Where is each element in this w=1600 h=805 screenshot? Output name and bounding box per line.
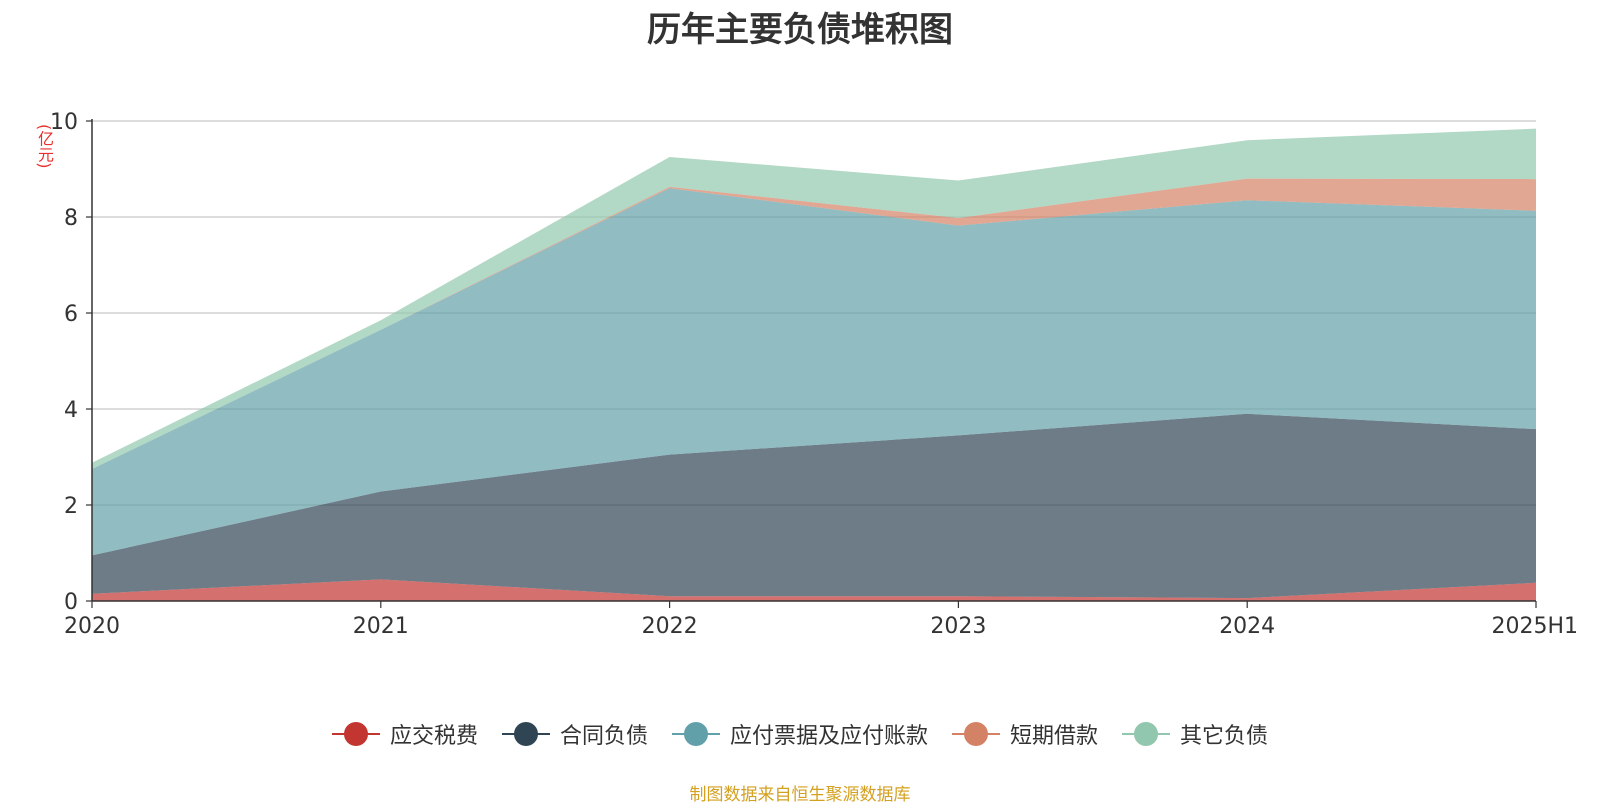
legend-label: 其它负债: [1180, 724, 1269, 749]
x-tick-label: 2021: [353, 614, 409, 639]
source-note: 制图数据来自恒生聚源数据库: [689, 785, 911, 805]
legend-marker-icon: [331, 722, 380, 746]
y-tick-label: 4: [64, 398, 78, 423]
area-series-4: [92, 128, 1536, 469]
legend-item[interactable]: 应付票据及应付账款: [671, 718, 928, 750]
legend-marker-icon: [1122, 722, 1171, 746]
area-series: [92, 128, 1536, 601]
legend-item[interactable]: 合同负债: [501, 718, 648, 750]
legend-marker-icon: [952, 722, 1000, 746]
legend-label: 短期借款: [1010, 724, 1099, 749]
legend-label: 合同负债: [559, 724, 648, 749]
x-tick-label: 2025H1: [1491, 614, 1578, 639]
y-tick-label: 6: [64, 302, 78, 327]
axes: 0 2 4 6 8 10 2020 2021 2022 2023 2024 2025H1: [50, 110, 1578, 639]
legend-item[interactable]: 应交税费: [331, 718, 478, 750]
x-tick-label: 2022: [642, 614, 698, 639]
chart-title: 历年主要负债堆积图: [647, 10, 953, 50]
y-tick-label: 10: [50, 110, 78, 135]
area-series-2: [92, 188, 1536, 556]
legend-marker-icon: [671, 722, 720, 746]
legend: 应交税费 合同负债 应付票据及应付账款 短期借款 其它负债: [0, 718, 1600, 750]
area-series-1: [92, 413, 1536, 599]
y-tick-label: 2: [64, 494, 78, 519]
stacked-area-chart: 0 2 4 6 8 10 2020 2021 2022 2023 2024 2025H1: [50, 110, 1578, 639]
x-tick-label: 2023: [930, 614, 986, 639]
x-tick-label: 2020: [64, 614, 120, 639]
legend-label: 应付票据及应付账款: [729, 724, 928, 749]
legend-label: 应交税费: [389, 724, 478, 749]
legend-item[interactable]: 短期借款: [952, 718, 1098, 750]
y-tick-label: 8: [64, 206, 78, 231]
legend-item[interactable]: 其它负债: [1122, 718, 1268, 750]
y-axis-unit-label: (亿元): [35, 123, 54, 169]
x-tick-label: 2024: [1219, 614, 1275, 639]
area-series-0: [92, 579, 1536, 601]
legend-marker-icon: [501, 722, 550, 746]
y-tick-label: 0: [64, 590, 78, 615]
